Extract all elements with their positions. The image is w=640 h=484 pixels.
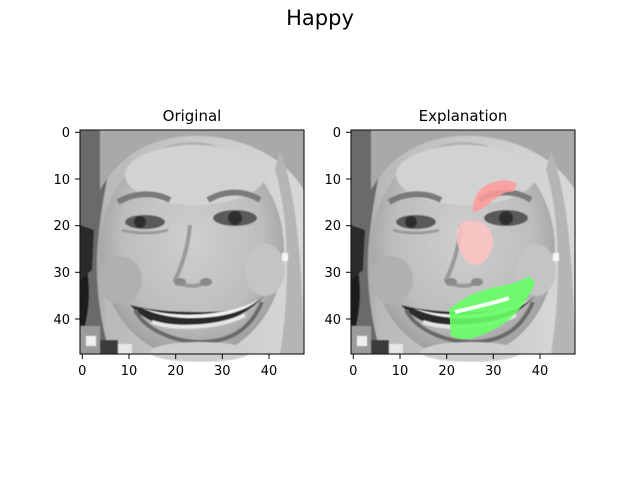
original-xtick-label: 0 <box>78 364 86 379</box>
explanation-ytick-label: 30 <box>324 266 341 281</box>
explanation-xaxis: 0 10 20 30 40 <box>349 354 548 379</box>
explanation-xtick-label: 30 <box>485 364 502 379</box>
explanation-ytick-label: 20 <box>324 219 341 234</box>
original-ytick-label: 10 <box>53 173 70 188</box>
explanation-positive-region <box>449 276 535 339</box>
original-ytick-label: 30 <box>53 266 70 281</box>
original-xtick-label: 20 <box>167 364 184 379</box>
original-xtick-label: 40 <box>261 364 278 379</box>
explanation-xtick-label: 10 <box>392 364 409 379</box>
original-xtick-label: 10 <box>121 364 138 379</box>
explanation-xtick-label: 0 <box>349 364 357 379</box>
original-ytick-label: 0 <box>62 126 70 141</box>
explanation-negative-region <box>456 180 517 265</box>
explanation-axes-frame <box>350 129 576 355</box>
explanation-yaxis: 0 10 20 30 40 <box>324 126 351 328</box>
original-xtick-label: 30 <box>214 364 231 379</box>
explanation-title: Explanation <box>419 107 508 125</box>
original-yaxis: 0 10 20 30 40 <box>53 126 80 328</box>
panel-explanation <box>351 130 575 362</box>
original-face-image <box>80 130 304 362</box>
explanation-ytick-label: 40 <box>324 313 341 328</box>
panel-original <box>80 130 304 362</box>
original-axes-frame <box>79 129 305 355</box>
explanation-ytick-label: 0 <box>333 126 341 141</box>
original-xaxis: 0 10 20 30 40 <box>78 354 277 379</box>
explanation-ytick-label: 10 <box>324 173 341 188</box>
original-ytick-label: 20 <box>53 219 70 234</box>
explanation-xtick-label: 20 <box>438 364 455 379</box>
original-ytick-label: 40 <box>53 313 70 328</box>
figure-title: Happy <box>286 6 354 30</box>
original-title: Original <box>163 107 222 125</box>
explanation-xtick-label: 40 <box>532 364 549 379</box>
